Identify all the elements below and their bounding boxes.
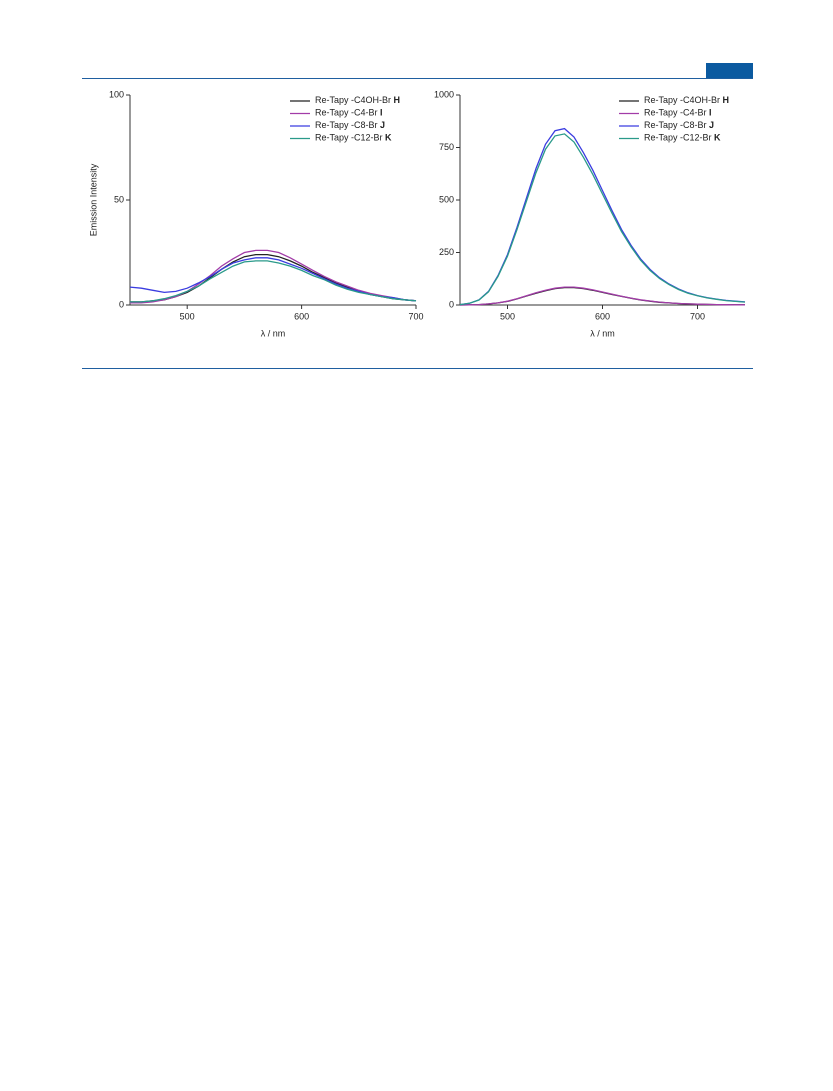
y-tick-label: 250	[439, 247, 454, 257]
x-axis-label: λ / nm	[590, 328, 615, 338]
x-tick-label: 700	[690, 311, 705, 321]
series-line	[130, 260, 417, 303]
y-tick-label: 1000	[434, 89, 454, 99]
y-tick-label: 0	[449, 299, 454, 309]
y-axis-label: Emission Intensity	[88, 163, 98, 236]
legend-label: Re-Tapy -C4OH-Br H	[644, 95, 729, 105]
y-tick-label: 100	[109, 89, 124, 99]
x-tick-label: 500	[180, 311, 195, 321]
x-tick-label: 700	[408, 311, 423, 321]
y-tick-label: 500	[439, 194, 454, 204]
legend-label: Re-Tapy -C12-Br K	[315, 133, 392, 143]
legend-label: Re-Tapy -C4-Br I	[644, 108, 712, 118]
series-line	[130, 249, 417, 304]
x-tick-label: 600	[294, 311, 309, 321]
legend-label: Re-Tapy -C4-Br I	[315, 108, 383, 118]
x-tick-label: 500	[500, 311, 515, 321]
legend-label: Re-Tapy -C12-Br K	[644, 133, 721, 143]
legend-label: Re-Tapy -C4OH-Br H	[315, 95, 400, 105]
series-line	[459, 286, 745, 306]
x-tick-label: 600	[595, 311, 610, 321]
series-line	[459, 133, 746, 306]
y-tick-label: 50	[114, 194, 124, 204]
y-tick-label: 0	[119, 299, 124, 309]
legend-label: Re-Tapy -C8-Br J	[315, 120, 385, 130]
x-axis-label: λ / nm	[261, 328, 286, 338]
y-tick-label: 750	[439, 142, 454, 152]
header-tab	[706, 63, 753, 78]
legend-label: Re-Tapy -C8-Br J	[644, 120, 714, 130]
